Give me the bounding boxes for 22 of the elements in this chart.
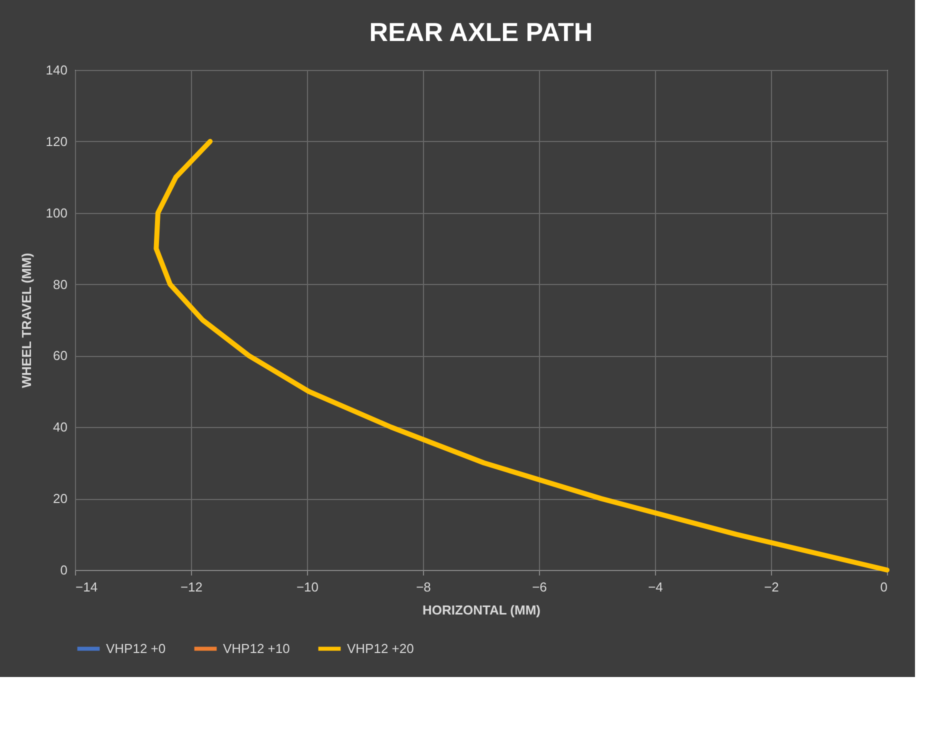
- y-tick-label: 100: [46, 205, 68, 220]
- legend-label: VHP12 +0: [106, 640, 166, 656]
- chart-title: REAR AXLE PATH: [369, 17, 593, 47]
- y-tick-label: 60: [53, 348, 68, 364]
- x-tick-label: 0: [880, 580, 888, 594]
- y-axis-title: WHEEL TRAVEL (MM): [18, 252, 34, 388]
- x-tick-label: −12: [180, 580, 203, 594]
- x-tick-label: −2: [764, 580, 779, 594]
- y-tick-label: 20: [53, 491, 68, 506]
- x-tick-label: −10: [296, 580, 319, 594]
- x-tick-label: −8: [416, 580, 431, 594]
- x-tick-label: −6: [532, 580, 547, 594]
- y-tick-label: 120: [46, 134, 68, 149]
- x-axis-title: HORIZONTAL (MM): [422, 602, 540, 618]
- y-tick-label: 80: [53, 276, 68, 292]
- y-tick-label: 40: [53, 420, 68, 435]
- x-tick-label: −4: [648, 580, 663, 594]
- legend-label: VHP12 +20: [347, 640, 414, 656]
- y-tick-label: 0: [60, 562, 68, 578]
- x-tick-label: −14: [76, 580, 98, 594]
- y-tick-label: 140: [46, 62, 68, 78]
- legend-label: VHP12 +10: [223, 640, 290, 656]
